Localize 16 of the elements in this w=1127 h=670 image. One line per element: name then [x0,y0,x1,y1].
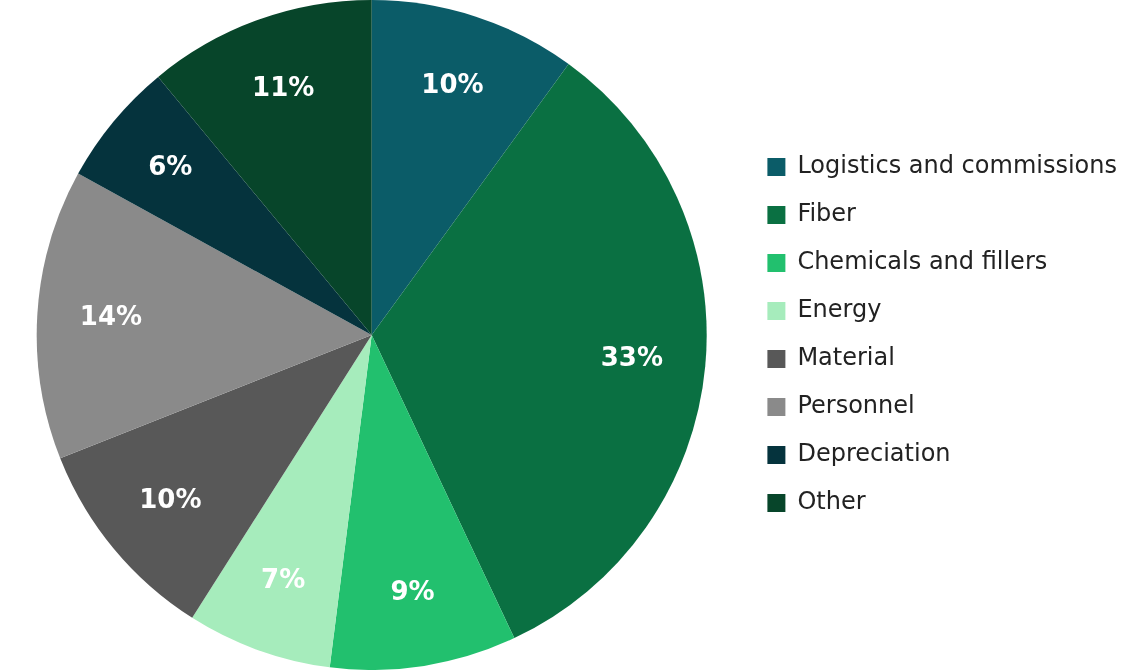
legend-label: Personnel [797,391,915,420]
data-label: 33% [600,342,663,373]
legend-label: Logistics and commissions [797,151,1117,180]
data-label: 7% [261,563,306,594]
data-label: 11% [252,71,315,102]
data-label: 6% [148,151,193,182]
legend-label: Material [797,343,895,372]
legend-label: Other [797,487,866,516]
legend-label: Energy [797,295,882,324]
legend-label: Fiber [797,199,857,228]
data-label: 9% [390,575,435,606]
data-label: 10% [421,69,484,100]
legend-label: Chemicals and fillers [797,247,1048,276]
legend-label: Depreciation [797,439,951,468]
data-label: 14% [79,301,143,332]
data-label: 10% [139,484,202,515]
